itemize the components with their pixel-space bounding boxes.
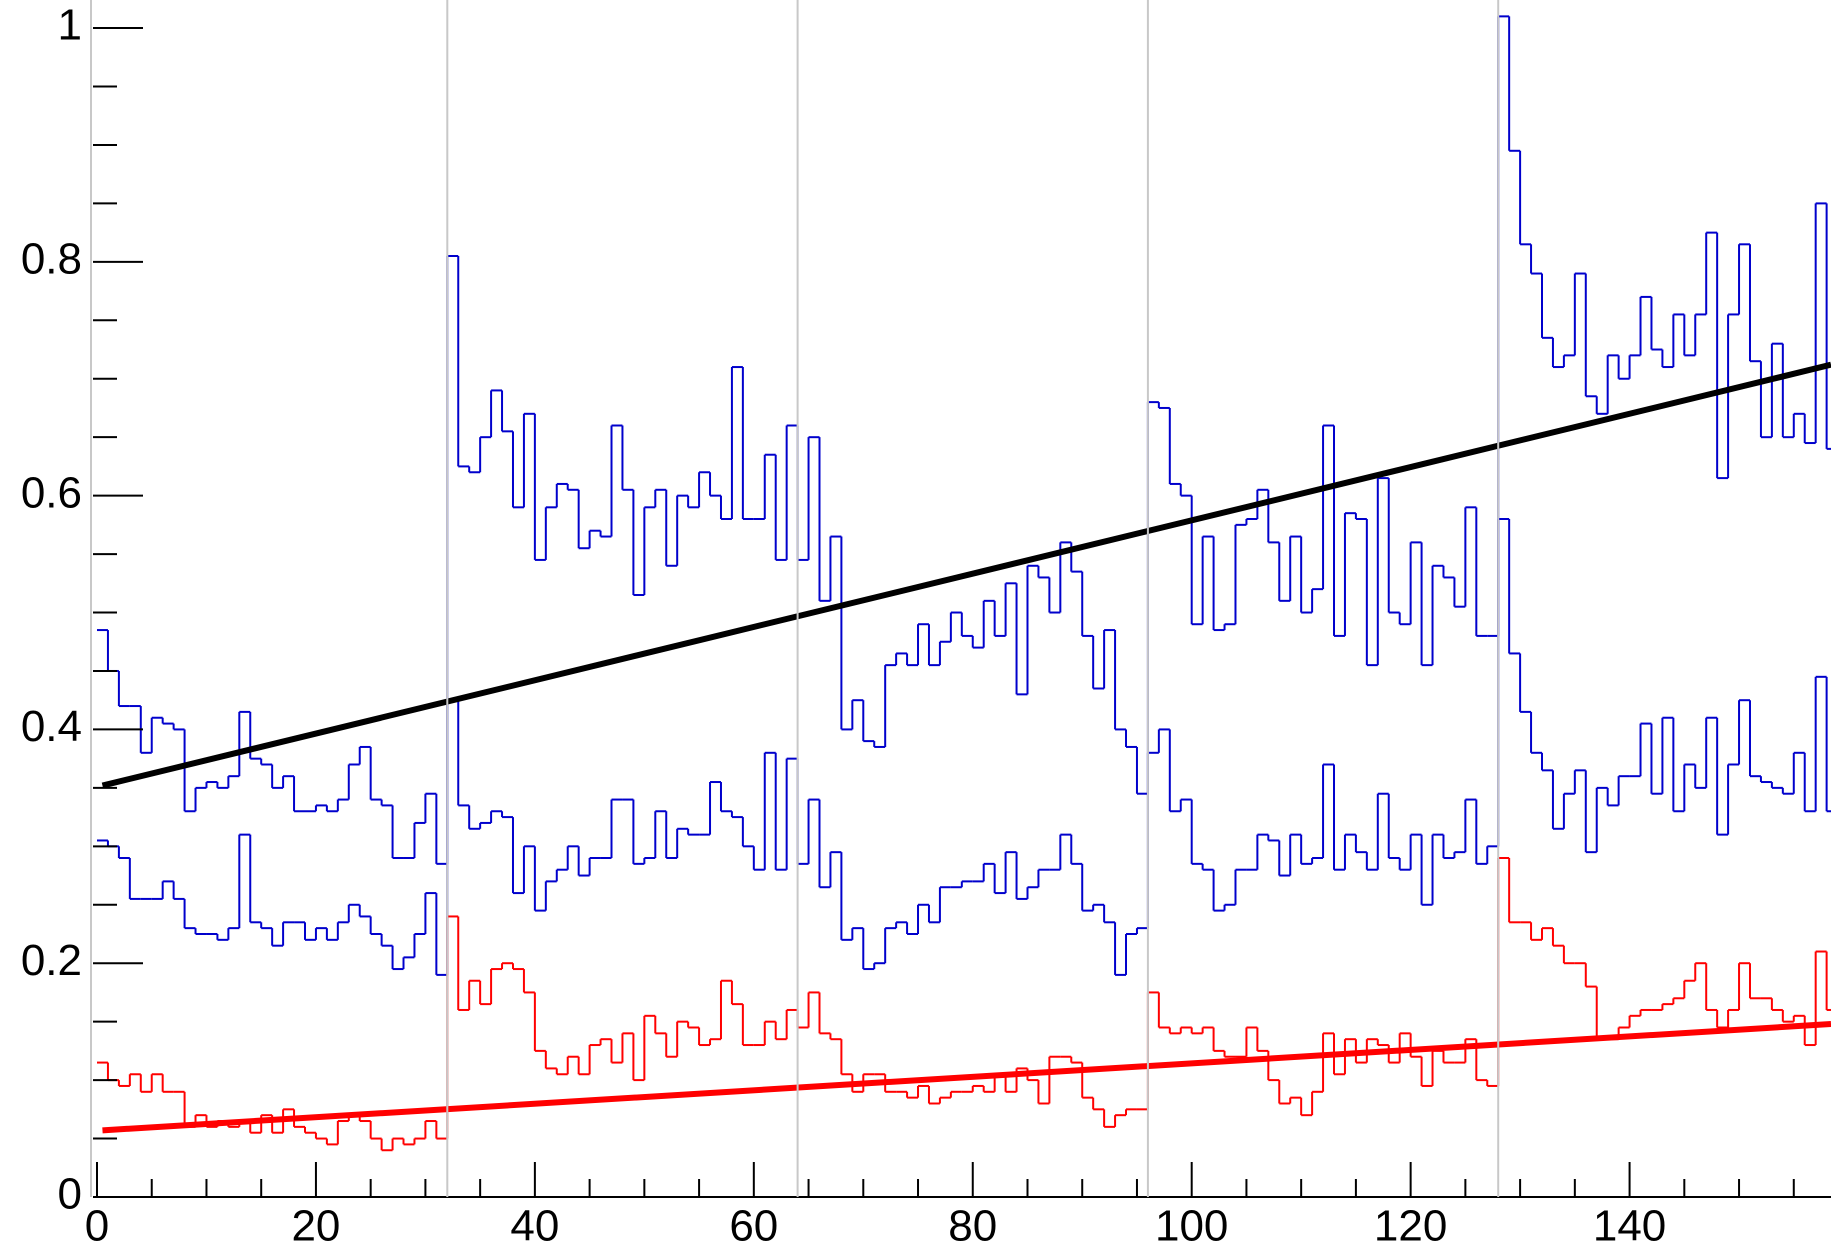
y-tick-label: 0.2	[21, 936, 82, 985]
x-tick-label: 0	[85, 1202, 109, 1248]
fit-line	[101, 361, 1831, 789]
y-tick-label: 0.4	[21, 702, 82, 751]
fit-line	[102, 1021, 1831, 1134]
x-tick-label: 120	[1374, 1202, 1447, 1248]
x-tick-label: 20	[291, 1202, 340, 1248]
x-tick-label: 60	[729, 1202, 778, 1248]
y-tick-label: 0.8	[21, 234, 82, 283]
plot-area	[97, 15, 1831, 1152]
x-tick-label: 40	[510, 1202, 559, 1248]
x-tick-label: 80	[948, 1202, 997, 1248]
y-tick-label: 0	[58, 1170, 82, 1219]
x-tick-label: 100	[1155, 1202, 1228, 1248]
y-tick-label: 0.6	[21, 468, 82, 517]
y-tick-label: 1	[58, 1, 82, 50]
x-tick-label: 140	[1593, 1202, 1666, 1248]
